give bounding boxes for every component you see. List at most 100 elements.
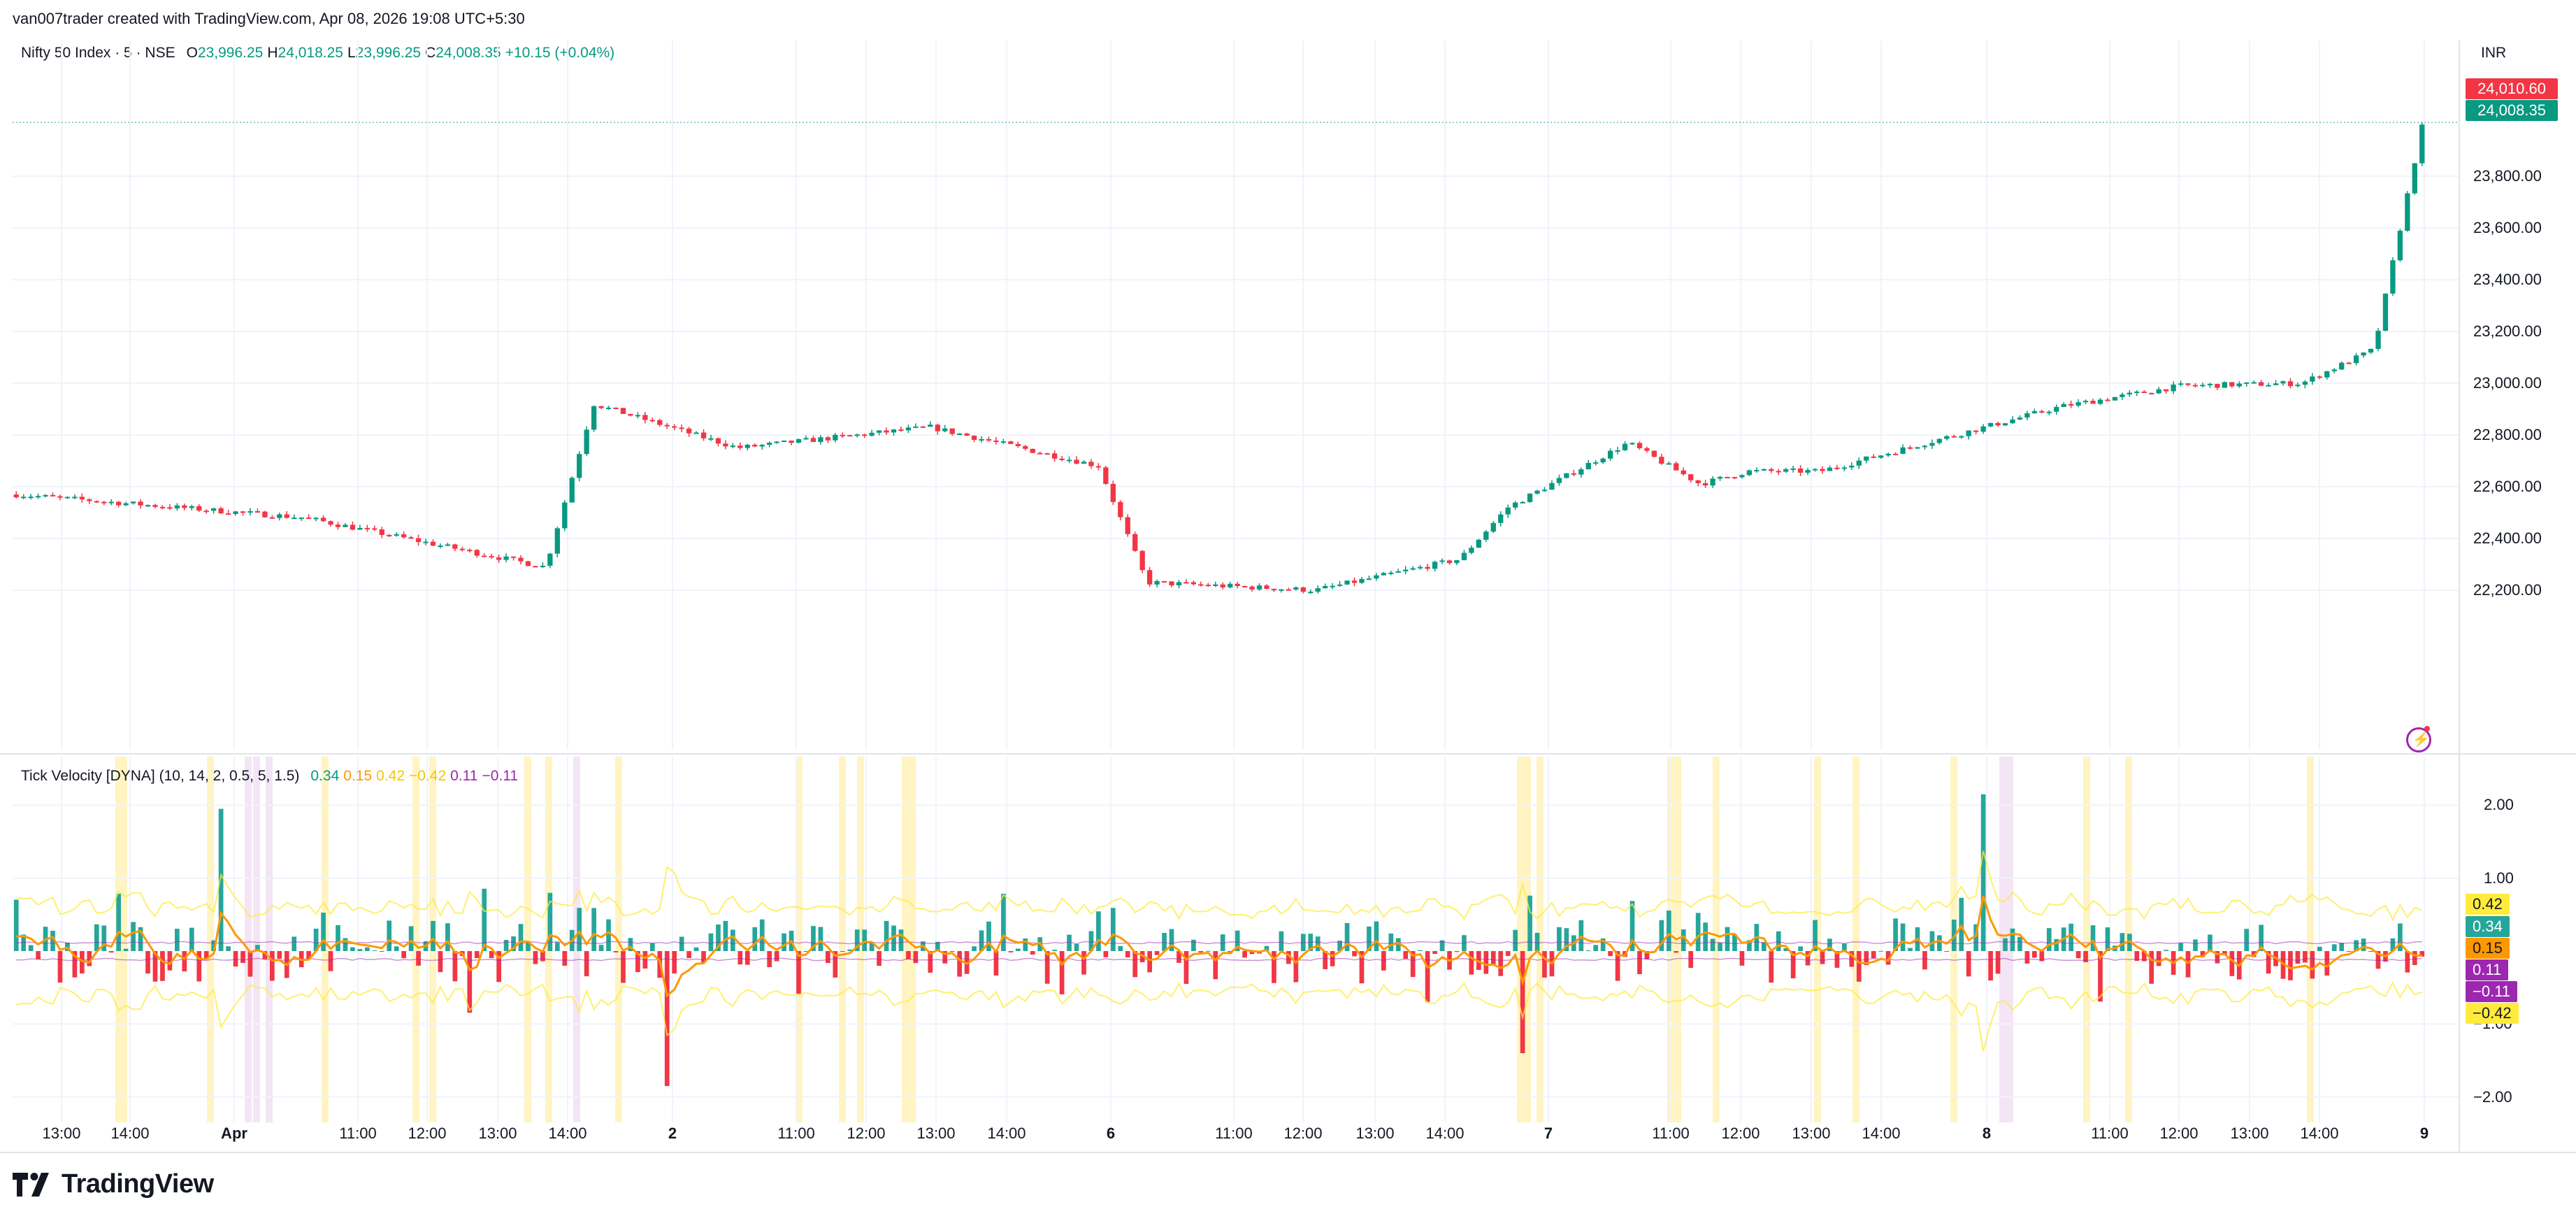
velocity-bar bbox=[431, 920, 436, 951]
velocity-bar bbox=[1279, 931, 1284, 951]
velocity-bar bbox=[884, 920, 889, 951]
velocity-bar bbox=[1432, 951, 1437, 955]
velocity-bar bbox=[928, 951, 933, 973]
lightning-icon[interactable] bbox=[2406, 727, 2431, 752]
velocity-bar bbox=[584, 951, 589, 977]
velocity-bar bbox=[2083, 951, 2088, 962]
velocity-bar bbox=[1425, 951, 1430, 1002]
velocity-bar bbox=[2149, 951, 2154, 984]
candle-body bbox=[1593, 462, 1599, 464]
velocity-bar bbox=[1937, 935, 1942, 951]
velocity-bar bbox=[1542, 951, 1547, 978]
candle-body bbox=[2405, 193, 2410, 231]
velocity-bar bbox=[1608, 951, 1613, 957]
symbol-legend[interactable]: Nifty 50 Index · 5 · NSE O23,996.25 H24,… bbox=[21, 45, 614, 62]
velocity-bar bbox=[577, 908, 582, 951]
candle-body bbox=[2251, 382, 2257, 384]
velocity-bar bbox=[664, 951, 670, 1086]
velocity-bar bbox=[489, 951, 494, 959]
candle-body bbox=[408, 537, 414, 539]
time-tick-label: 2 bbox=[668, 1125, 677, 1142]
candle-body bbox=[1629, 443, 1635, 445]
currency-label[interactable]: INR bbox=[2481, 45, 2507, 61]
candle-body bbox=[1907, 447, 1913, 449]
indicator-grid bbox=[13, 757, 2459, 1122]
candle-body bbox=[1183, 582, 1189, 584]
candlestick-series bbox=[13, 122, 2425, 594]
candle-body bbox=[2178, 383, 2184, 385]
indicator-tick-label: 1.00 bbox=[2484, 869, 2514, 887]
candle-body bbox=[1812, 469, 1818, 471]
velocity-bar bbox=[438, 951, 443, 973]
candle-body bbox=[1805, 470, 1811, 473]
candle-body bbox=[1190, 582, 1197, 585]
candle-body bbox=[1571, 473, 1577, 475]
candle-body bbox=[2339, 362, 2345, 370]
velocity-bar bbox=[942, 951, 948, 964]
velocity-bar bbox=[2405, 951, 2410, 973]
candle-body bbox=[1293, 587, 1299, 590]
highlight-band bbox=[1852, 757, 1859, 1122]
candle-body bbox=[1600, 458, 1606, 463]
candle-body bbox=[1095, 466, 1102, 468]
velocity-bar bbox=[1813, 920, 1818, 951]
velocity-bar bbox=[343, 938, 348, 951]
candle-body bbox=[203, 511, 209, 513]
velocity-bar bbox=[1469, 951, 1474, 975]
time-tick-label: 13:00 bbox=[1792, 1125, 1831, 1142]
tradingview-logo[interactable]: TradingView bbox=[13, 1169, 214, 1199]
candle-body bbox=[1790, 468, 1796, 470]
candle-body bbox=[1300, 587, 1306, 592]
candle-body bbox=[1110, 483, 1116, 502]
candle-body bbox=[2031, 410, 2038, 413]
candle-body bbox=[2200, 385, 2206, 387]
candle-body bbox=[2273, 383, 2279, 385]
tradingview-logo-icon bbox=[13, 1172, 49, 1197]
candle-body bbox=[1154, 580, 1160, 585]
velocity-bar bbox=[818, 927, 823, 951]
candle-body bbox=[350, 524, 356, 530]
candle-body bbox=[343, 524, 348, 527]
velocity-bar bbox=[1871, 951, 1876, 959]
candle-body bbox=[357, 527, 363, 530]
velocity-bar bbox=[1593, 945, 1599, 951]
velocity-bar bbox=[1966, 951, 1971, 977]
velocity-bar bbox=[2193, 939, 2198, 951]
velocity-bar bbox=[372, 950, 377, 951]
highlight-band bbox=[796, 757, 803, 1122]
velocity-bar bbox=[313, 928, 319, 951]
velocity-bar bbox=[1557, 927, 1562, 951]
candle-body bbox=[1337, 584, 1343, 586]
candle-body bbox=[1534, 490, 1540, 494]
lower-band-line bbox=[16, 980, 2423, 1052]
candle-body bbox=[752, 444, 758, 447]
candle-body bbox=[313, 517, 319, 520]
candle-body bbox=[986, 438, 992, 441]
highlight-band bbox=[1713, 757, 1720, 1122]
velocity-bar bbox=[1674, 951, 1679, 953]
candle-body bbox=[1973, 430, 1979, 432]
candle-body bbox=[708, 438, 714, 440]
candle-body bbox=[1205, 585, 1211, 587]
candle-body bbox=[430, 541, 436, 546]
indicator-tick-label: 2.00 bbox=[2484, 796, 2514, 814]
velocity-bar bbox=[2017, 936, 2022, 951]
candle-body bbox=[167, 507, 173, 509]
velocity-bar bbox=[649, 943, 655, 951]
velocity-bar bbox=[2229, 951, 2235, 976]
lower-band-label: −0.42 bbox=[2466, 1003, 2519, 1024]
candle-body bbox=[2010, 419, 2015, 424]
highlight-band bbox=[909, 757, 916, 1122]
candle-body bbox=[1198, 584, 1204, 586]
candle-body bbox=[913, 426, 919, 428]
velocity-bar bbox=[2412, 951, 2417, 965]
symbol-name[interactable]: Nifty 50 Index · 5 · NSE bbox=[21, 45, 175, 61]
time-tick-label: 8 bbox=[1982, 1125, 1992, 1142]
velocity-bar bbox=[1015, 948, 1021, 951]
candle-body bbox=[898, 429, 904, 431]
indicator-title[interactable]: Tick Velocity [DYNA] (10, 14, 2, 0.5, 5,… bbox=[21, 768, 300, 784]
indicator-legend[interactable]: Tick Velocity [DYNA] (10, 14, 2, 0.5, 5,… bbox=[21, 768, 518, 785]
velocity-bar bbox=[1205, 950, 1211, 952]
candle-body bbox=[679, 427, 684, 429]
